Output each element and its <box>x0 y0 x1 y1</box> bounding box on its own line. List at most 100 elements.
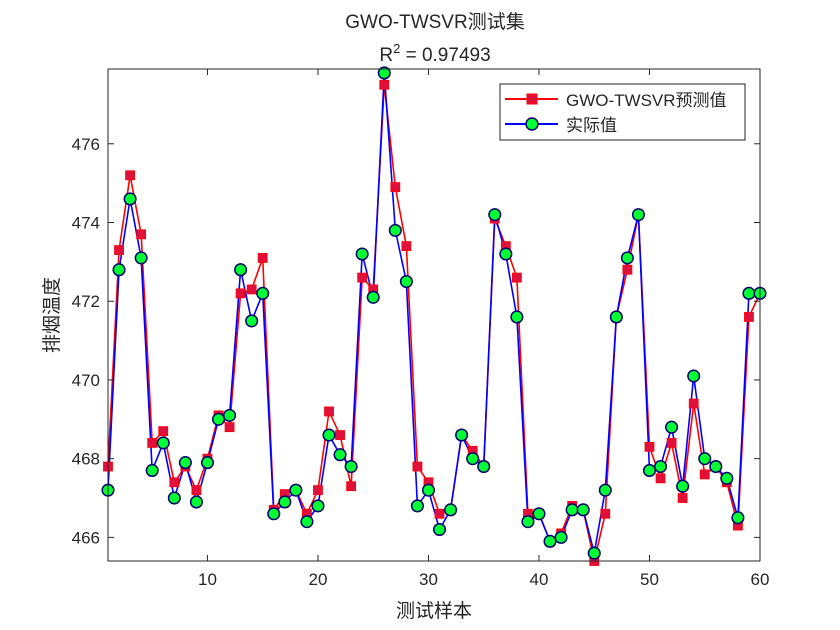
point-actual <box>709 459 723 474</box>
point-actual <box>211 412 226 426</box>
point-actual <box>609 310 623 324</box>
ticks-layer: 466 468 470 472 474 476 10 20 30 40 50 60 <box>72 69 770 589</box>
point-actual <box>499 247 513 261</box>
point-predicted <box>511 272 522 283</box>
chart-subtitle: R2 = 0.97493 <box>379 41 490 66</box>
point-actual <box>720 471 734 485</box>
point-actual <box>598 483 612 497</box>
point-actual <box>123 192 137 206</box>
point-actual <box>432 522 447 537</box>
point-actual <box>355 247 369 261</box>
x-tick-label: 30 <box>419 570 438 589</box>
point-actual <box>278 495 292 509</box>
plot-frame <box>107 68 761 562</box>
point-actual <box>421 483 436 497</box>
point-predicted <box>235 288 246 299</box>
point-actual <box>223 408 237 422</box>
point-actual <box>620 251 634 265</box>
point-predicted <box>688 398 699 409</box>
x-tick-label: 40 <box>530 570 549 589</box>
point-actual <box>510 310 524 324</box>
point-actual <box>167 491 181 505</box>
x-tick-label: 50 <box>640 570 659 589</box>
point-predicted <box>357 272 368 283</box>
x-tick-label: 20 <box>309 570 328 589</box>
point-actual <box>676 479 690 493</box>
point-actual <box>455 428 469 442</box>
point-predicted <box>390 182 401 192</box>
point-actual <box>134 251 148 265</box>
point-actual <box>245 314 259 328</box>
point-predicted <box>699 469 710 480</box>
point-actual <box>642 463 657 478</box>
point-actual <box>631 208 645 222</box>
subtitle-prefix: R <box>379 45 393 66</box>
point-actual <box>521 515 535 529</box>
y-tick-label: 466 <box>72 528 100 547</box>
legend-marker-actual <box>525 117 539 131</box>
x-tick-label: 10 <box>198 570 217 589</box>
x-tick-label: 60 <box>751 570 770 589</box>
point-actual <box>554 530 568 544</box>
point-actual <box>156 436 170 450</box>
point-predicted <box>335 430 345 440</box>
point-predicted <box>136 229 147 240</box>
point-predicted <box>412 461 423 472</box>
point-actual <box>256 286 270 300</box>
point-actual <box>234 263 248 277</box>
point-actual <box>444 503 458 517</box>
point-actual <box>178 456 192 470</box>
point-actual <box>267 507 281 521</box>
point-predicted <box>434 508 445 519</box>
point-actual <box>698 452 712 466</box>
point-predicted <box>324 406 334 417</box>
point-predicted <box>246 284 257 295</box>
point-actual <box>311 499 325 513</box>
point-actual <box>189 495 203 509</box>
point-predicted <box>224 422 235 433</box>
point-actual <box>333 448 347 462</box>
point-actual <box>742 286 756 300</box>
point-actual <box>300 515 314 529</box>
legend: GWO-TWSVR预测值 实际值 <box>499 83 746 141</box>
point-actual <box>565 503 579 517</box>
point-actual <box>200 456 215 470</box>
point-predicted <box>114 245 124 255</box>
y-axis-label: 排烟温度 <box>41 277 63 353</box>
point-actual <box>377 66 391 80</box>
legend-label-predicted: GWO-TWSVR预测值 <box>566 91 727 110</box>
point-predicted <box>169 477 180 488</box>
plot-area <box>108 69 760 561</box>
point-predicted <box>313 485 323 496</box>
point-actual <box>289 483 303 497</box>
y-tick-label: 470 <box>72 371 100 390</box>
point-actual <box>587 546 601 560</box>
point-actual <box>687 369 701 383</box>
point-actual <box>532 507 546 521</box>
point-predicted <box>257 253 268 263</box>
point-actual <box>466 452 480 466</box>
point-actual <box>366 290 380 304</box>
point-predicted <box>147 438 158 448</box>
point-actual <box>731 511 745 525</box>
point-actual <box>410 499 424 513</box>
point-predicted <box>125 170 136 181</box>
legend-marker-predicted <box>526 93 538 105</box>
point-actual <box>145 463 159 478</box>
point-predicted <box>158 426 169 437</box>
point-actual <box>543 534 557 548</box>
point-predicted <box>744 312 754 322</box>
point-actual <box>322 428 336 442</box>
point-actual <box>576 503 590 517</box>
legend-box <box>499 83 746 141</box>
point-actual <box>388 223 402 237</box>
point-actual <box>112 263 126 277</box>
y-tick-label: 476 <box>72 135 100 154</box>
y-tick-label: 468 <box>72 450 100 469</box>
point-predicted <box>655 473 666 484</box>
point-actual <box>344 459 358 474</box>
point-predicted <box>600 508 611 519</box>
subtitle-superscript: 2 <box>393 41 400 56</box>
y-tick-label: 472 <box>72 292 100 311</box>
